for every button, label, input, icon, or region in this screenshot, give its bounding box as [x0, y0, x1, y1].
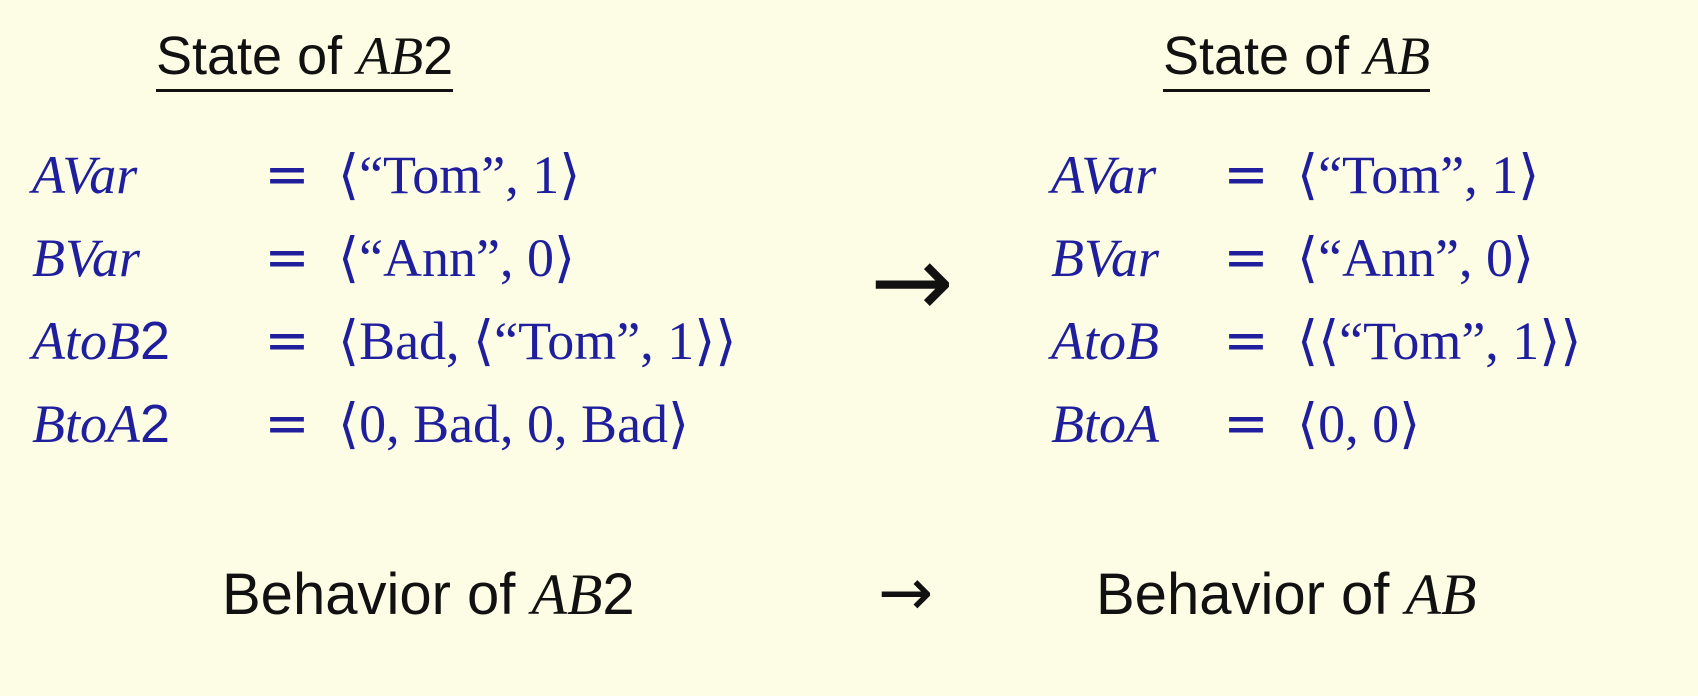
left-behavior-name: AB: [531, 562, 603, 627]
left-equation-row: AVar = ⟨“Tom”, 1⟩: [32, 133, 736, 216]
left-equation-row: BtoA2 = ⟨0, Bad, 0, Bad⟩: [32, 382, 736, 465]
right-equation-row: AtoB = ⟨⟨“Tom”, 1⟩⟩: [1051, 299, 1581, 382]
right-eq-equals: =: [1223, 309, 1269, 372]
right-eq-var: BtoA: [1051, 393, 1159, 454]
right-behavior-label: Behavior of AB: [1096, 560, 1476, 630]
right-eq-equals: =: [1223, 392, 1269, 455]
right-equation-row: BtoA = ⟨0, 0⟩: [1051, 382, 1581, 465]
left-state-heading: State of AB2: [156, 24, 454, 92]
left-eq-var: BVar: [32, 227, 140, 288]
left-eq-value: ⟨Bad, ⟨“Tom”, 1⟩⟩: [338, 311, 737, 371]
left-heading-suffix: 2: [423, 26, 454, 86]
left-eq-value: ⟨“Tom”, 1⟩: [338, 145, 581, 205]
right-equation-row: BVar = ⟨“Ann”, 0⟩: [1051, 216, 1581, 299]
right-eq-var: BVar: [1051, 227, 1159, 288]
left-eq-value: ⟨0, Bad, 0, Bad⟩: [338, 394, 690, 454]
left-eq-equals: =: [264, 309, 310, 372]
state-mapping-arrow-icon: →: [870, 223, 954, 340]
behavior-mapping-arrow-icon: →: [878, 554, 934, 631]
left-eq-var: AtoB2: [32, 310, 171, 371]
left-eq-var: AVar: [32, 144, 138, 205]
right-eq-value: ⟨“Tom”, 1⟩: [1297, 145, 1540, 205]
left-heading-name: AB: [357, 26, 424, 86]
right-eq-value: ⟨“Ann”, 0⟩: [1297, 228, 1535, 288]
left-state-equations: AVar = ⟨“Tom”, 1⟩ BVar = ⟨“Ann”, 0⟩ AtoB…: [32, 133, 736, 465]
right-state-equations: AVar = ⟨“Tom”, 1⟩ BVar = ⟨“Ann”, 0⟩ AtoB…: [1051, 133, 1581, 465]
left-eq-var: BtoA2: [32, 393, 171, 454]
left-equation-row: AtoB2 = ⟨Bad, ⟨“Tom”, 1⟩⟩: [32, 299, 736, 382]
left-behavior-label: Behavior of AB2: [222, 560, 635, 630]
right-heading-prefix: State of: [1163, 26, 1365, 86]
left-eq-value: ⟨“Ann”, 0⟩: [338, 228, 576, 288]
right-eq-value: ⟨0, 0⟩: [1297, 394, 1421, 454]
right-eq-value: ⟨⟨“Tom”, 1⟩⟩: [1297, 311, 1582, 371]
right-eq-var: AtoB: [1051, 310, 1159, 371]
left-eq-equals: =: [264, 143, 310, 206]
right-behavior-prefix: Behavior of: [1096, 562, 1406, 627]
right-behavior-name: AB: [1405, 562, 1477, 627]
left-eq-equals: =: [264, 392, 310, 455]
left-eq-equals: =: [264, 226, 310, 289]
right-eq-equals: =: [1223, 143, 1269, 206]
left-behavior-suffix: 2: [602, 562, 635, 627]
right-equation-row: AVar = ⟨“Tom”, 1⟩: [1051, 133, 1581, 216]
left-behavior-prefix: Behavior of: [222, 562, 532, 627]
right-heading-name: AB: [1364, 26, 1431, 86]
right-state-heading: State of AB: [1163, 24, 1431, 92]
right-eq-equals: =: [1223, 226, 1269, 289]
right-eq-var: AVar: [1051, 144, 1157, 205]
left-heading-prefix: State of: [156, 26, 358, 86]
left-equation-row: BVar = ⟨“Ann”, 0⟩: [32, 216, 736, 299]
